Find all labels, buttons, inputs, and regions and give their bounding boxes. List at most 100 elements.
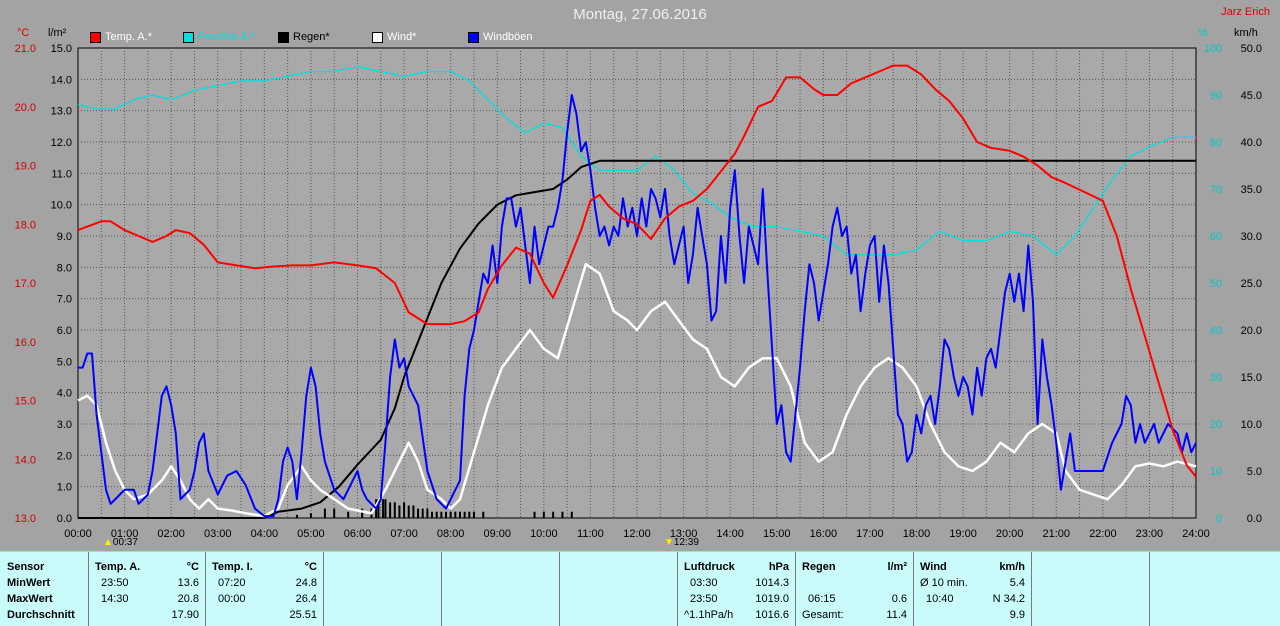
- rain-bar: [440, 511, 443, 518]
- rain-tick-label: 10.0: [51, 200, 72, 212]
- humidity-tick-label: 40: [1210, 325, 1222, 337]
- rain-bar: [445, 511, 448, 518]
- temp-i-max-time: 00:00: [218, 593, 246, 605]
- wind-unit: km/h: [999, 561, 1025, 573]
- temp-tick-label: 15.0: [15, 396, 36, 408]
- rain-bar: [561, 511, 564, 518]
- rain-tick-label: 12.0: [51, 137, 72, 149]
- wind-max-value: N 34.2: [992, 593, 1025, 605]
- wind-tick-label: 20.0: [1241, 325, 1262, 337]
- temp-tick-label: 20.0: [15, 102, 36, 114]
- rain-unit: l/m²: [887, 561, 907, 573]
- time-tick-label: 15:00: [763, 528, 791, 540]
- legend-label-gusts: Windböen: [483, 31, 533, 43]
- temp-i-column: Temp. I. °C 07:20 24.8 00:00 26.4 25.51: [206, 552, 324, 626]
- chart-area: 21.0 20.0 19.0 18.0 17.0 16.0 15.0 14.0 13.0 15.0…: [15, 6, 1270, 548]
- temp-a-max-time: 14:30: [101, 593, 129, 605]
- rain-tick-label: 5.0: [57, 356, 72, 368]
- series-line-temp: [77, 64, 1197, 478]
- temp-tick-label: 21.0: [15, 43, 36, 55]
- empty-column-4: [1032, 552, 1150, 626]
- wind-tick-label: 10.0: [1241, 419, 1262, 431]
- temp-a-min-value: 13.6: [177, 577, 199, 589]
- rain-bar: [421, 508, 424, 518]
- pressure-trend: ^1.1hPa/h: [684, 609, 734, 621]
- temp-a-average: 17.90: [171, 609, 199, 621]
- rain-bar: [533, 511, 536, 518]
- pressure-header: Luftdruck: [684, 561, 735, 573]
- rain-bar: [449, 511, 452, 518]
- wind-tick-label: 15.0: [1241, 372, 1262, 384]
- wind-tick-label: 40.0: [1241, 137, 1262, 149]
- time-tick-label: 17:00: [856, 528, 884, 540]
- rain-tick-label: 1.0: [57, 482, 72, 494]
- author-label: Jarz Erich: [1221, 6, 1270, 18]
- time-tick-label: 09:00: [483, 528, 511, 540]
- row-label-max: MaxWert: [7, 593, 53, 605]
- wind-tick-label: 35.0: [1241, 184, 1262, 196]
- humidity-tick-label: 10: [1210, 466, 1222, 478]
- rain-max-time: 06:15: [808, 593, 836, 605]
- chart-title: Montag, 27.06.2016: [573, 6, 707, 23]
- series-line-wind: [77, 262, 1197, 518]
- wind-avg-value: 5.4: [1009, 577, 1025, 589]
- rain-bar: [458, 511, 461, 518]
- time-tick-label: 18:00: [903, 528, 931, 540]
- time-tick-label: 16:00: [810, 528, 838, 540]
- series-line-humidity: [77, 66, 1196, 256]
- legend-wind: Wind*: [372, 31, 416, 43]
- series-line-rain: [78, 159, 1196, 519]
- time-tick-label: 02:00: [157, 528, 185, 540]
- pressure-max-value: 1019.0: [755, 593, 789, 605]
- rain-bar: [407, 505, 410, 518]
- rain-bar: [389, 502, 392, 518]
- temp-tick-label: 13.0: [15, 513, 36, 525]
- temp-a-column: Temp. A. °C 23:50 13.6 14:30 20.8 17.90: [89, 552, 206, 626]
- rain-bar: [323, 508, 326, 518]
- legend-swatch-wind: [372, 31, 383, 43]
- rain-total-value: 11.4: [886, 609, 907, 621]
- rain-bar: [482, 511, 485, 518]
- rain-bar: [384, 499, 387, 518]
- wind-tick-label: 0.0: [1247, 513, 1262, 525]
- pressure-min-time: 03:30: [690, 577, 718, 589]
- time-tick-label: 22:00: [1089, 528, 1117, 540]
- rain-bar: [403, 502, 406, 518]
- rain-bar: [431, 511, 434, 518]
- rain-bar: [309, 513, 312, 518]
- pressure-max-time: 23:50: [690, 593, 718, 605]
- temp-tick-label: 14.0: [15, 454, 36, 466]
- empty-column-5: [1150, 552, 1279, 626]
- legend-rain: Regen*: [278, 31, 330, 43]
- sun-icon: ▼: [664, 537, 674, 548]
- time-tick-label: 03:00: [204, 528, 232, 540]
- time-tick-label: 11:00: [577, 528, 604, 540]
- temp-i-min-value: 24.8: [295, 577, 317, 589]
- legend-swatch-humidity: [183, 31, 194, 43]
- noon-time: 12:39: [673, 537, 699, 548]
- weather-chart: 21.0 20.0 19.0 18.0 17.0 16.0 15.0 14.0 13.0 15.0…: [15, 43, 1262, 540]
- time-tick-label: 01:00: [111, 528, 139, 540]
- pressure-min-value: 1014.3: [755, 577, 789, 589]
- rain-tick-label: 4.0: [57, 388, 72, 400]
- rain-bar: [463, 511, 466, 518]
- time-tick-label: 04:00: [251, 528, 279, 540]
- legend-swatch-rain: [278, 31, 289, 43]
- legend-temp: Temp. A.*: [90, 31, 152, 43]
- rain-tick-label: 13.0: [51, 106, 72, 118]
- time-tick-label: 08:00: [437, 528, 465, 540]
- wind-tick-label: 5.0: [1247, 466, 1262, 478]
- rain-bar: [333, 508, 336, 518]
- time-tick-label: 14:00: [716, 528, 744, 540]
- rain-tick-label: 6.0: [57, 325, 72, 337]
- wind-avg-label: Ø 10 min.: [920, 577, 968, 589]
- wind-column: Wind km/h Ø 10 min. 5.4 10:40 N 34.2 9.9: [914, 552, 1032, 626]
- temp-tick-label: 19.0: [15, 161, 36, 173]
- temp-unit-label: °C: [17, 27, 30, 39]
- wind-unit-label: km/h: [1234, 27, 1258, 39]
- temp-tick-label: 18.0: [15, 219, 36, 231]
- time-tick-label: 07:00: [390, 528, 418, 540]
- time-tick-label: 05:00: [297, 528, 325, 540]
- legend-gusts: Windböen: [468, 31, 533, 43]
- rain-tick-label: 2.0: [57, 450, 72, 462]
